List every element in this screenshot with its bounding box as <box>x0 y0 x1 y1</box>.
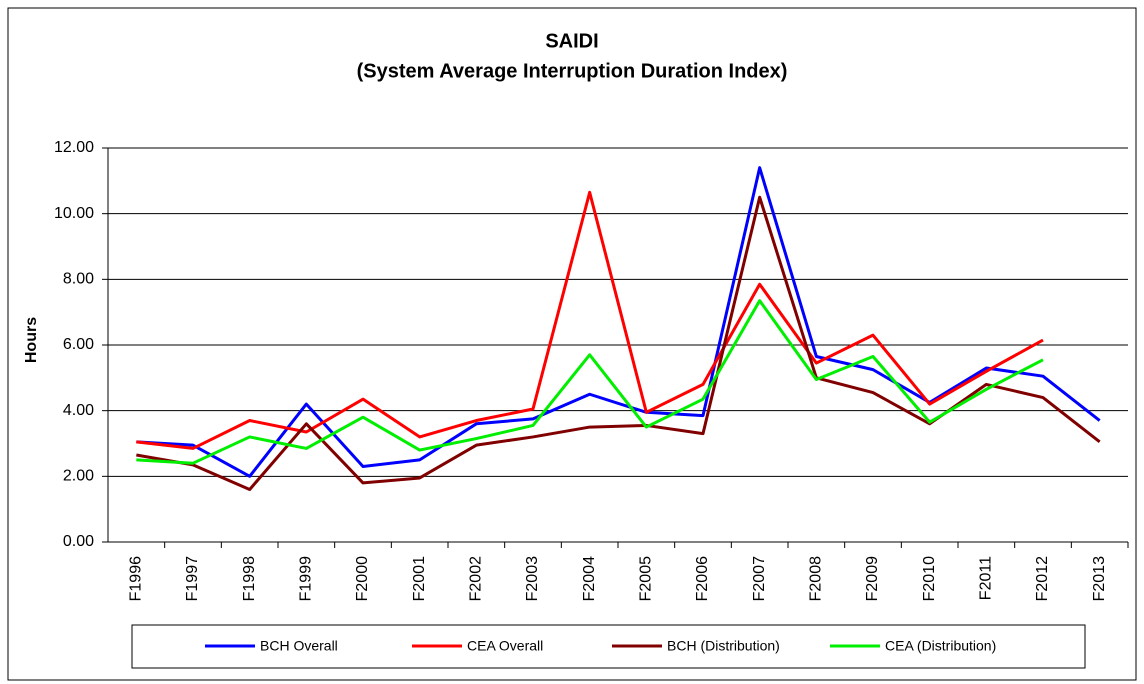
x-tick-label: F2011 <box>978 556 995 600</box>
y-tick-label: 0.00 <box>63 533 94 550</box>
x-tick-label: F2000 <box>354 556 371 601</box>
legend-label: BCH (Distribution) <box>667 638 780 654</box>
x-tick-label: F2003 <box>524 556 541 601</box>
x-tick-label: F1999 <box>298 556 315 601</box>
x-tick-label: F2008 <box>808 556 825 601</box>
legend-label: CEA Overall <box>467 638 543 654</box>
y-tick-label: 10.00 <box>54 205 94 222</box>
y-axis-label: Hours <box>23 317 40 363</box>
series-line <box>136 166 1101 478</box>
legend-box <box>131 624 1086 669</box>
y-tick-label: 4.00 <box>63 402 94 419</box>
x-tick-label: F2012 <box>1034 556 1051 601</box>
x-tick-label: F2013 <box>1091 556 1108 601</box>
x-tick-label: F2002 <box>468 556 485 601</box>
x-tick-label: F1998 <box>241 556 258 601</box>
x-tick-label: F1996 <box>128 556 145 601</box>
x-tick-label: F2004 <box>581 556 598 601</box>
x-tick-label: F2009 <box>864 556 881 601</box>
x-tick-label: F2006 <box>694 556 711 601</box>
series-line <box>136 299 1044 465</box>
x-tick-label: F2001 <box>411 556 428 601</box>
series-line <box>136 190 1044 450</box>
chart-subtitle: (System Average Interruption Duration In… <box>357 60 788 82</box>
y-tick-label: 8.00 <box>63 271 94 288</box>
y-tick-label: 6.00 <box>63 336 94 353</box>
legend-label: CEA (Distribution) <box>885 638 996 654</box>
chart-title: SAIDI <box>545 30 598 52</box>
x-tick-label: F2005 <box>638 556 655 601</box>
y-tick-label: 2.00 <box>63 468 94 485</box>
x-tick-label: F2007 <box>751 556 768 601</box>
chart-border <box>7 7 1137 681</box>
y-tick-label: 12.00 <box>54 139 94 156</box>
x-tick-label: F1997 <box>184 556 201 601</box>
x-tick-label: F2010 <box>921 556 938 601</box>
legend-label: BCH Overall <box>260 638 338 654</box>
